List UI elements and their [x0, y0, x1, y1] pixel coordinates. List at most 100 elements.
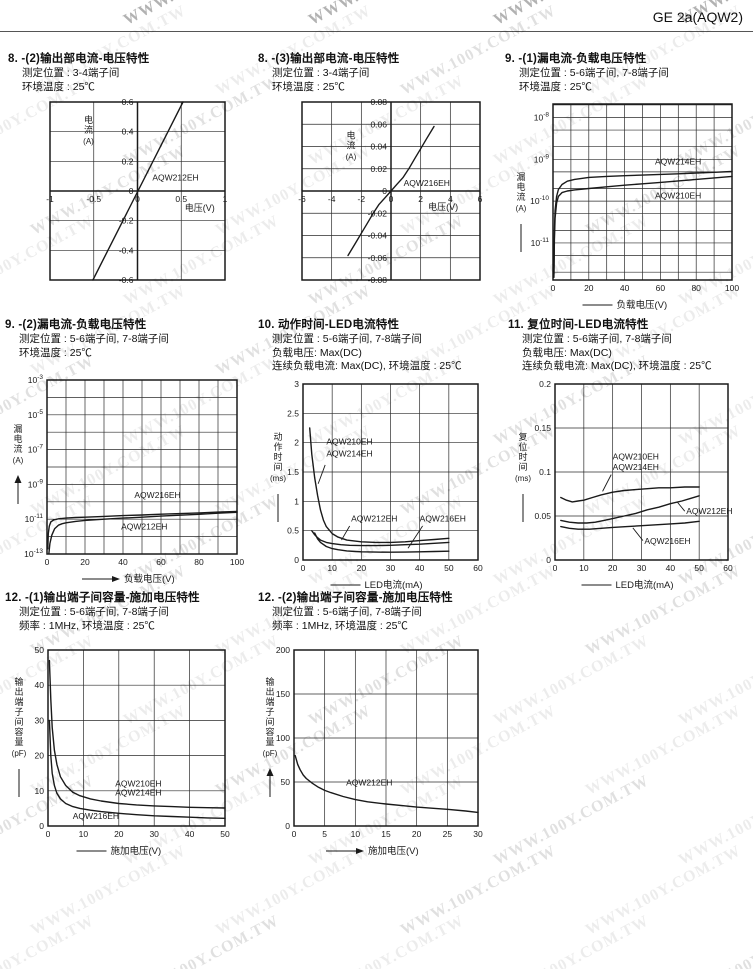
- y-axis-label: 电流(A): [83, 114, 94, 146]
- label-pointer-line: [632, 527, 644, 541]
- y-tick-label: 30: [35, 716, 45, 726]
- x-tick-label: 60: [156, 557, 166, 567]
- series-label: AQW212EH: [346, 778, 392, 788]
- chart-heading: 8. -(3)输出部电流-电压特性 测定位置 : 3-4端子间 环境温度 : 25℃: [258, 50, 510, 94]
- watermark-text: WWW.100Y.COM.TW: [490, 772, 652, 869]
- label-pointer-line: [341, 525, 351, 541]
- y-tick-label: 10-3: [28, 374, 44, 385]
- label-pointer-line: [317, 464, 326, 484]
- series-line-AQW210EH_AQW214EH: [560, 486, 700, 503]
- y-tick-label: 50: [35, 645, 45, 655]
- series-label: AQW214EH: [115, 788, 161, 798]
- y-tick-label: 0: [129, 186, 134, 196]
- watermark-text: WWW.100Y.COM.TW: [305, 912, 467, 969]
- x-axis-label: 负载电压(V): [617, 299, 668, 311]
- plot-border: [552, 103, 733, 282]
- x-axis-label: LED电流(mA): [616, 579, 674, 591]
- watermark-text: WWW.100Y.COM.TW: [490, 912, 652, 969]
- chart-block-9-2: 9. -(2)漏电流-负载电压特性 测定位置 : 5-6端子间, 7-8端子间 环境…: [5, 316, 257, 606]
- x-tick-label: 0: [551, 283, 556, 293]
- chart-title: 9. -(1)漏电流-负载电压特性: [505, 53, 647, 65]
- x-tick-label: 5: [322, 829, 327, 839]
- watermark-text: WWW.100Y.COM.TW: [0, 912, 97, 969]
- x-tick-label: 60: [656, 283, 666, 293]
- y-axis-label: 输出端子间容量(pF): [12, 676, 27, 758]
- series-line-AQW210EH_AQW214EH: [48, 660, 226, 809]
- x-tick-label: -6: [298, 194, 306, 204]
- x-axis-label: 电压(V): [428, 201, 458, 212]
- x-tick-label: 0: [301, 563, 306, 573]
- y-tick-label: 40: [35, 680, 45, 690]
- y-axis-label: 漏电流(A): [13, 423, 24, 465]
- chart-subtitle: 环境温度 : 25℃: [519, 80, 592, 93]
- x-tick-label: 6: [478, 194, 483, 204]
- label-pointer-line: [407, 525, 423, 549]
- y-tick-label: 100: [276, 733, 290, 743]
- series-line-AQW216EH: [560, 520, 700, 530]
- chart-canvas-output-current-voltage-212: -1 -0.5 0 0.5 1 -0.6 -0.4 -0.2 0 0.2 0.4 0.6 电压(V) 电流…: [46, 97, 227, 285]
- watermark-text: WWW.100Y.COM.TW: [120, 912, 282, 969]
- y-tick-label: 0.6: [122, 97, 134, 107]
- y-tick-label: 10-5: [28, 409, 44, 420]
- y-tick-label: 0: [546, 555, 551, 565]
- y-tick-label: 2.5: [287, 408, 299, 418]
- plot-border: [302, 383, 479, 561]
- chart-heading: 9. -(1)漏电流-负载电压特性 测定位置 : 5-6端子间, 7-8端子间 环境…: [505, 50, 753, 94]
- y-axis-label: 动作时间(ms): [270, 432, 286, 483]
- x-tick-label: 60: [723, 563, 733, 573]
- chart-subtitle: 测定位置 : 3-4端子间: [22, 67, 120, 79]
- chart-title: 12. -(2)输出端子间容量-施加电压特性: [258, 592, 453, 604]
- chart-canvas-leakage-current-2: 0 20 40 60 80 100 10-3 10-5 10-7 10-9 10-11 10-13 负载…: [13, 374, 245, 585]
- chart-title: 9. -(2)漏电流-负载电压特性: [5, 319, 147, 331]
- y-tick-label: 0.2: [539, 379, 551, 389]
- watermark-text: WWW.100Y.COM.TW: [306, 0, 468, 30]
- series-label: AQW212EH: [686, 506, 732, 516]
- chart-title: 12. -(1)输出端子间容量-施加电压特性: [5, 592, 200, 604]
- x-tick-label: 10: [327, 563, 337, 573]
- series-label: AQW210EH: [613, 452, 659, 462]
- y-tick-label: 10-9: [534, 154, 550, 165]
- y-tick-label: 1.5: [287, 467, 299, 477]
- x-tick-label: 60: [473, 563, 483, 573]
- y-axis-label: 漏电流(A): [516, 171, 527, 213]
- y-tick-label: 10-9: [28, 479, 44, 490]
- series-label: AQW212EH: [121, 522, 167, 532]
- chart-block-9-1: 9. -(1)漏电流-负载电压特性 测定位置 : 5-6端子间, 7-8端子间 环境…: [505, 50, 753, 326]
- x-tick-label: 4: [448, 194, 453, 204]
- series-line-AQW216EH: [47, 510, 238, 550]
- x-tick-label: 20: [584, 283, 594, 293]
- series-line-AQW212EH: [92, 101, 184, 281]
- series-line-AQW212EH: [311, 529, 450, 547]
- y-tick-label: -0.06: [368, 253, 388, 263]
- chart-block-10: 10. 动作时间-LED电流特性 测定位置 : 5-6端子间, 7-8端子间 负载电…: [258, 316, 510, 606]
- y-tick-label: 20: [35, 751, 45, 761]
- y-tick-label: 10: [35, 786, 45, 796]
- y-tick-label: 50: [281, 777, 291, 787]
- chart-subtitle: 连续负载电流: Max(DC), 环境温度 : 25℃: [522, 360, 712, 373]
- chart-title: 8. -(2)输出部电流-电压特性: [8, 53, 150, 65]
- x-tick-label: 0: [135, 194, 140, 204]
- chart-heading: 12. -(1)输出端子间容量-施加电压特性 测定位置 : 5-6端子间, 7-8…: [5, 589, 257, 633]
- x-tick-label: 20: [412, 829, 422, 839]
- y-tick-label: 2: [294, 438, 299, 448]
- series-label: AQW216EH: [73, 811, 119, 821]
- y-tick-label: 150: [276, 689, 290, 699]
- x-axis-label: 负载电压(V): [124, 573, 175, 585]
- x-tick-label: 50: [694, 563, 704, 573]
- series-line-AQW212EH: [48, 511, 238, 555]
- label-pointer-line: [602, 474, 612, 492]
- watermark-text: WWW.100Y.COM.TW: [490, 632, 652, 729]
- x-tick-label: 30: [386, 563, 396, 573]
- x-tick-label: 30: [473, 829, 483, 839]
- x-tick-label: 20: [80, 557, 90, 567]
- watermark-text: WWW.100Y.COM.TW: [675, 912, 753, 969]
- x-tick-label: 25: [443, 829, 453, 839]
- watermark-text: WWW.100Y.COM.TW: [675, 632, 753, 729]
- chart-block-12-2: 12. -(2)输出端子间容量-施加电压特性 测定位置 : 5-6端子间, 7-8…: [258, 589, 510, 859]
- y-tick-label: 0.06: [370, 120, 387, 130]
- y-tick-label: 0.5: [287, 526, 299, 536]
- header-divider: [0, 31, 753, 32]
- x-tick-label: 40: [185, 829, 195, 839]
- series-label: AQW216EH: [644, 536, 690, 546]
- x-tick-label: 10: [579, 563, 589, 573]
